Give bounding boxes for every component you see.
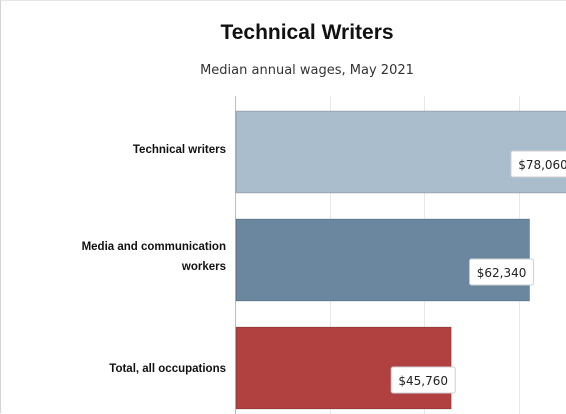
category-label-total-all-occupations: Total, all occupations bbox=[109, 363, 226, 375]
value-label-box-2 bbox=[390, 366, 456, 394]
value-label-box-0 bbox=[510, 150, 566, 178]
chart-subtitle: Median annual wages, May 2021 bbox=[200, 63, 414, 78]
category-label-technical-writers: Technical writers bbox=[132, 144, 226, 156]
value-label-2: $45,760 bbox=[398, 374, 448, 388]
category-label-media-and-communication-workers: Media and communication workers bbox=[81, 241, 226, 273]
value-label-0: $78,060 bbox=[518, 158, 566, 172]
chart-title: Technical Writers bbox=[220, 21, 394, 44]
value-label-1: $62,340 bbox=[477, 266, 527, 280]
value-label-box-1 bbox=[469, 258, 535, 286]
